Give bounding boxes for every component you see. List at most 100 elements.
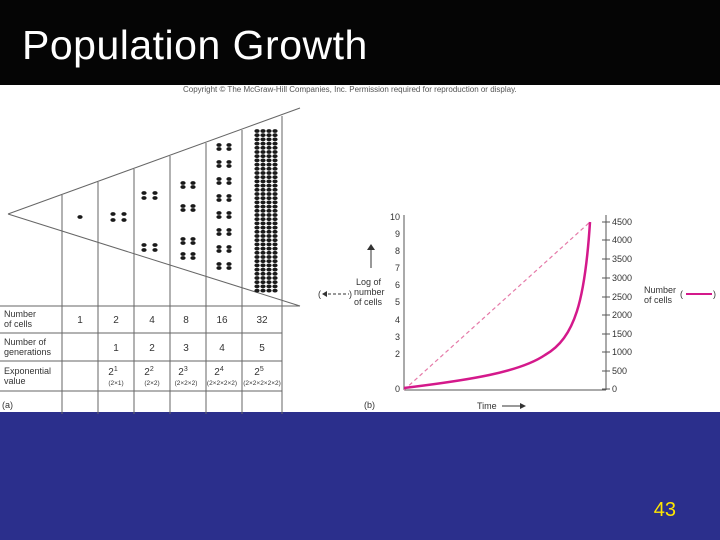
arithmetic-growth-curve <box>403 221 592 390</box>
cell-dot <box>190 204 196 208</box>
cell-dot <box>180 181 186 185</box>
cells-row: 1 2 4 8 16 32 <box>77 315 268 326</box>
cell-dot <box>180 185 186 189</box>
x-axis-label: Time <box>477 401 497 411</box>
cell-dot <box>254 267 260 272</box>
cell-dot <box>266 221 272 226</box>
cell-dot <box>254 175 260 180</box>
cell-dot <box>272 196 278 201</box>
cell-dot <box>254 166 260 171</box>
exponent-expansion: (2×1) <box>108 380 123 387</box>
cell-dot <box>190 241 196 245</box>
cell-dot <box>272 271 278 276</box>
cell-dot <box>226 164 232 168</box>
cell-dot <box>216 215 222 219</box>
cell-dot <box>180 256 186 260</box>
cell-dot <box>254 259 260 264</box>
cell-dot <box>254 150 260 154</box>
cell-dot <box>254 246 260 251</box>
cell-dot <box>254 250 260 255</box>
panel-a-label: (a) <box>2 400 13 410</box>
exponential-row: 21(2×1)22(2×2)23(2×2×2)24(2×2×2×2)25(2×2… <box>108 366 281 387</box>
cell-dot <box>272 137 278 142</box>
growth-graph: 0 2 3 4 5 6 7 8 9 10 0 500 1000 1500 2000 2500 3000 3500… <box>318 212 716 411</box>
cell-dot <box>266 166 272 171</box>
cell-dot <box>180 252 186 256</box>
cell-dot <box>254 162 260 167</box>
cell-dot <box>266 158 272 163</box>
cell-dot <box>272 259 278 264</box>
cell-dot <box>260 196 266 201</box>
exponent-expansion: (2×2×2×2) <box>207 380 237 387</box>
cell-dot <box>260 133 266 138</box>
cell-dot <box>272 280 278 285</box>
exponent-expansion: (2×2×2×2×2) <box>243 380 281 387</box>
cell-dot <box>226 245 232 249</box>
cell-dot <box>266 154 272 159</box>
cell-dot <box>272 217 278 222</box>
cell-dot <box>260 158 266 163</box>
cell-dot <box>254 280 260 285</box>
cell-dot <box>260 255 266 259</box>
cell-dot <box>254 213 260 217</box>
left-tick-label: 4 <box>395 315 400 325</box>
cell-dot <box>141 196 147 200</box>
cell-dot <box>260 145 266 150</box>
left-axis-ticks: 0 2 3 4 5 6 7 8 9 10 <box>390 212 400 394</box>
cell-count: 32 <box>256 315 268 326</box>
right-tick-label: 2000 <box>612 310 632 320</box>
cell-dot <box>260 150 266 154</box>
cell-dot <box>272 276 278 280</box>
cell-dot <box>180 241 186 245</box>
left-axis-label-line: Log of <box>356 277 382 287</box>
cell-dot <box>266 192 272 196</box>
cell-dot <box>266 259 272 264</box>
cell-dot <box>254 187 260 192</box>
cell-dot <box>254 229 260 234</box>
cell-dot <box>272 242 278 247</box>
linear-legend-key: ( <box>680 289 683 299</box>
cell-dot <box>254 217 260 222</box>
cell-dot <box>226 232 232 236</box>
right-tick-label: 500 <box>612 366 627 376</box>
cell-dot <box>226 228 232 232</box>
cell-dot <box>260 141 266 146</box>
cell-dot <box>266 196 272 201</box>
cell-dot <box>226 194 232 198</box>
cell-dot <box>226 147 232 151</box>
cell-dot <box>216 160 222 164</box>
cell-dot <box>110 218 116 222</box>
cell-dot <box>272 288 278 293</box>
cell-dot <box>260 221 266 226</box>
cell-dot <box>266 288 272 293</box>
right-tick-label: 0 <box>612 384 617 394</box>
right-tick-label: 1500 <box>612 329 632 339</box>
left-axis-label-line: of cells <box>354 297 383 307</box>
log-growth-line <box>403 221 591 391</box>
cell-dot <box>190 237 196 241</box>
exponent-value: 25 <box>254 366 264 378</box>
cell-dot <box>121 212 127 216</box>
cell-dot <box>272 158 278 163</box>
cell-dot <box>260 280 266 285</box>
cell-dot <box>260 162 266 167</box>
slide-number: 43 <box>653 499 676 521</box>
cell-dot <box>254 204 260 209</box>
cell-dot <box>266 263 272 268</box>
cell-dot <box>260 284 266 289</box>
cell-dot <box>260 166 266 171</box>
cell-dot <box>254 242 260 247</box>
cell-dot <box>226 249 232 253</box>
cell-dot <box>266 280 272 285</box>
row-header-line: Exponential <box>4 366 51 376</box>
cell-count: 16 <box>216 315 228 326</box>
cell-dot <box>190 252 196 256</box>
row-header-line: generations <box>4 347 52 357</box>
exponent-power: 2 <box>150 366 154 373</box>
cell-dot <box>260 250 266 255</box>
cell-dot <box>260 213 266 217</box>
cell-dot <box>180 204 186 208</box>
cell-dot <box>216 232 222 236</box>
cell-dot <box>272 255 278 259</box>
cell-dot <box>266 133 272 138</box>
